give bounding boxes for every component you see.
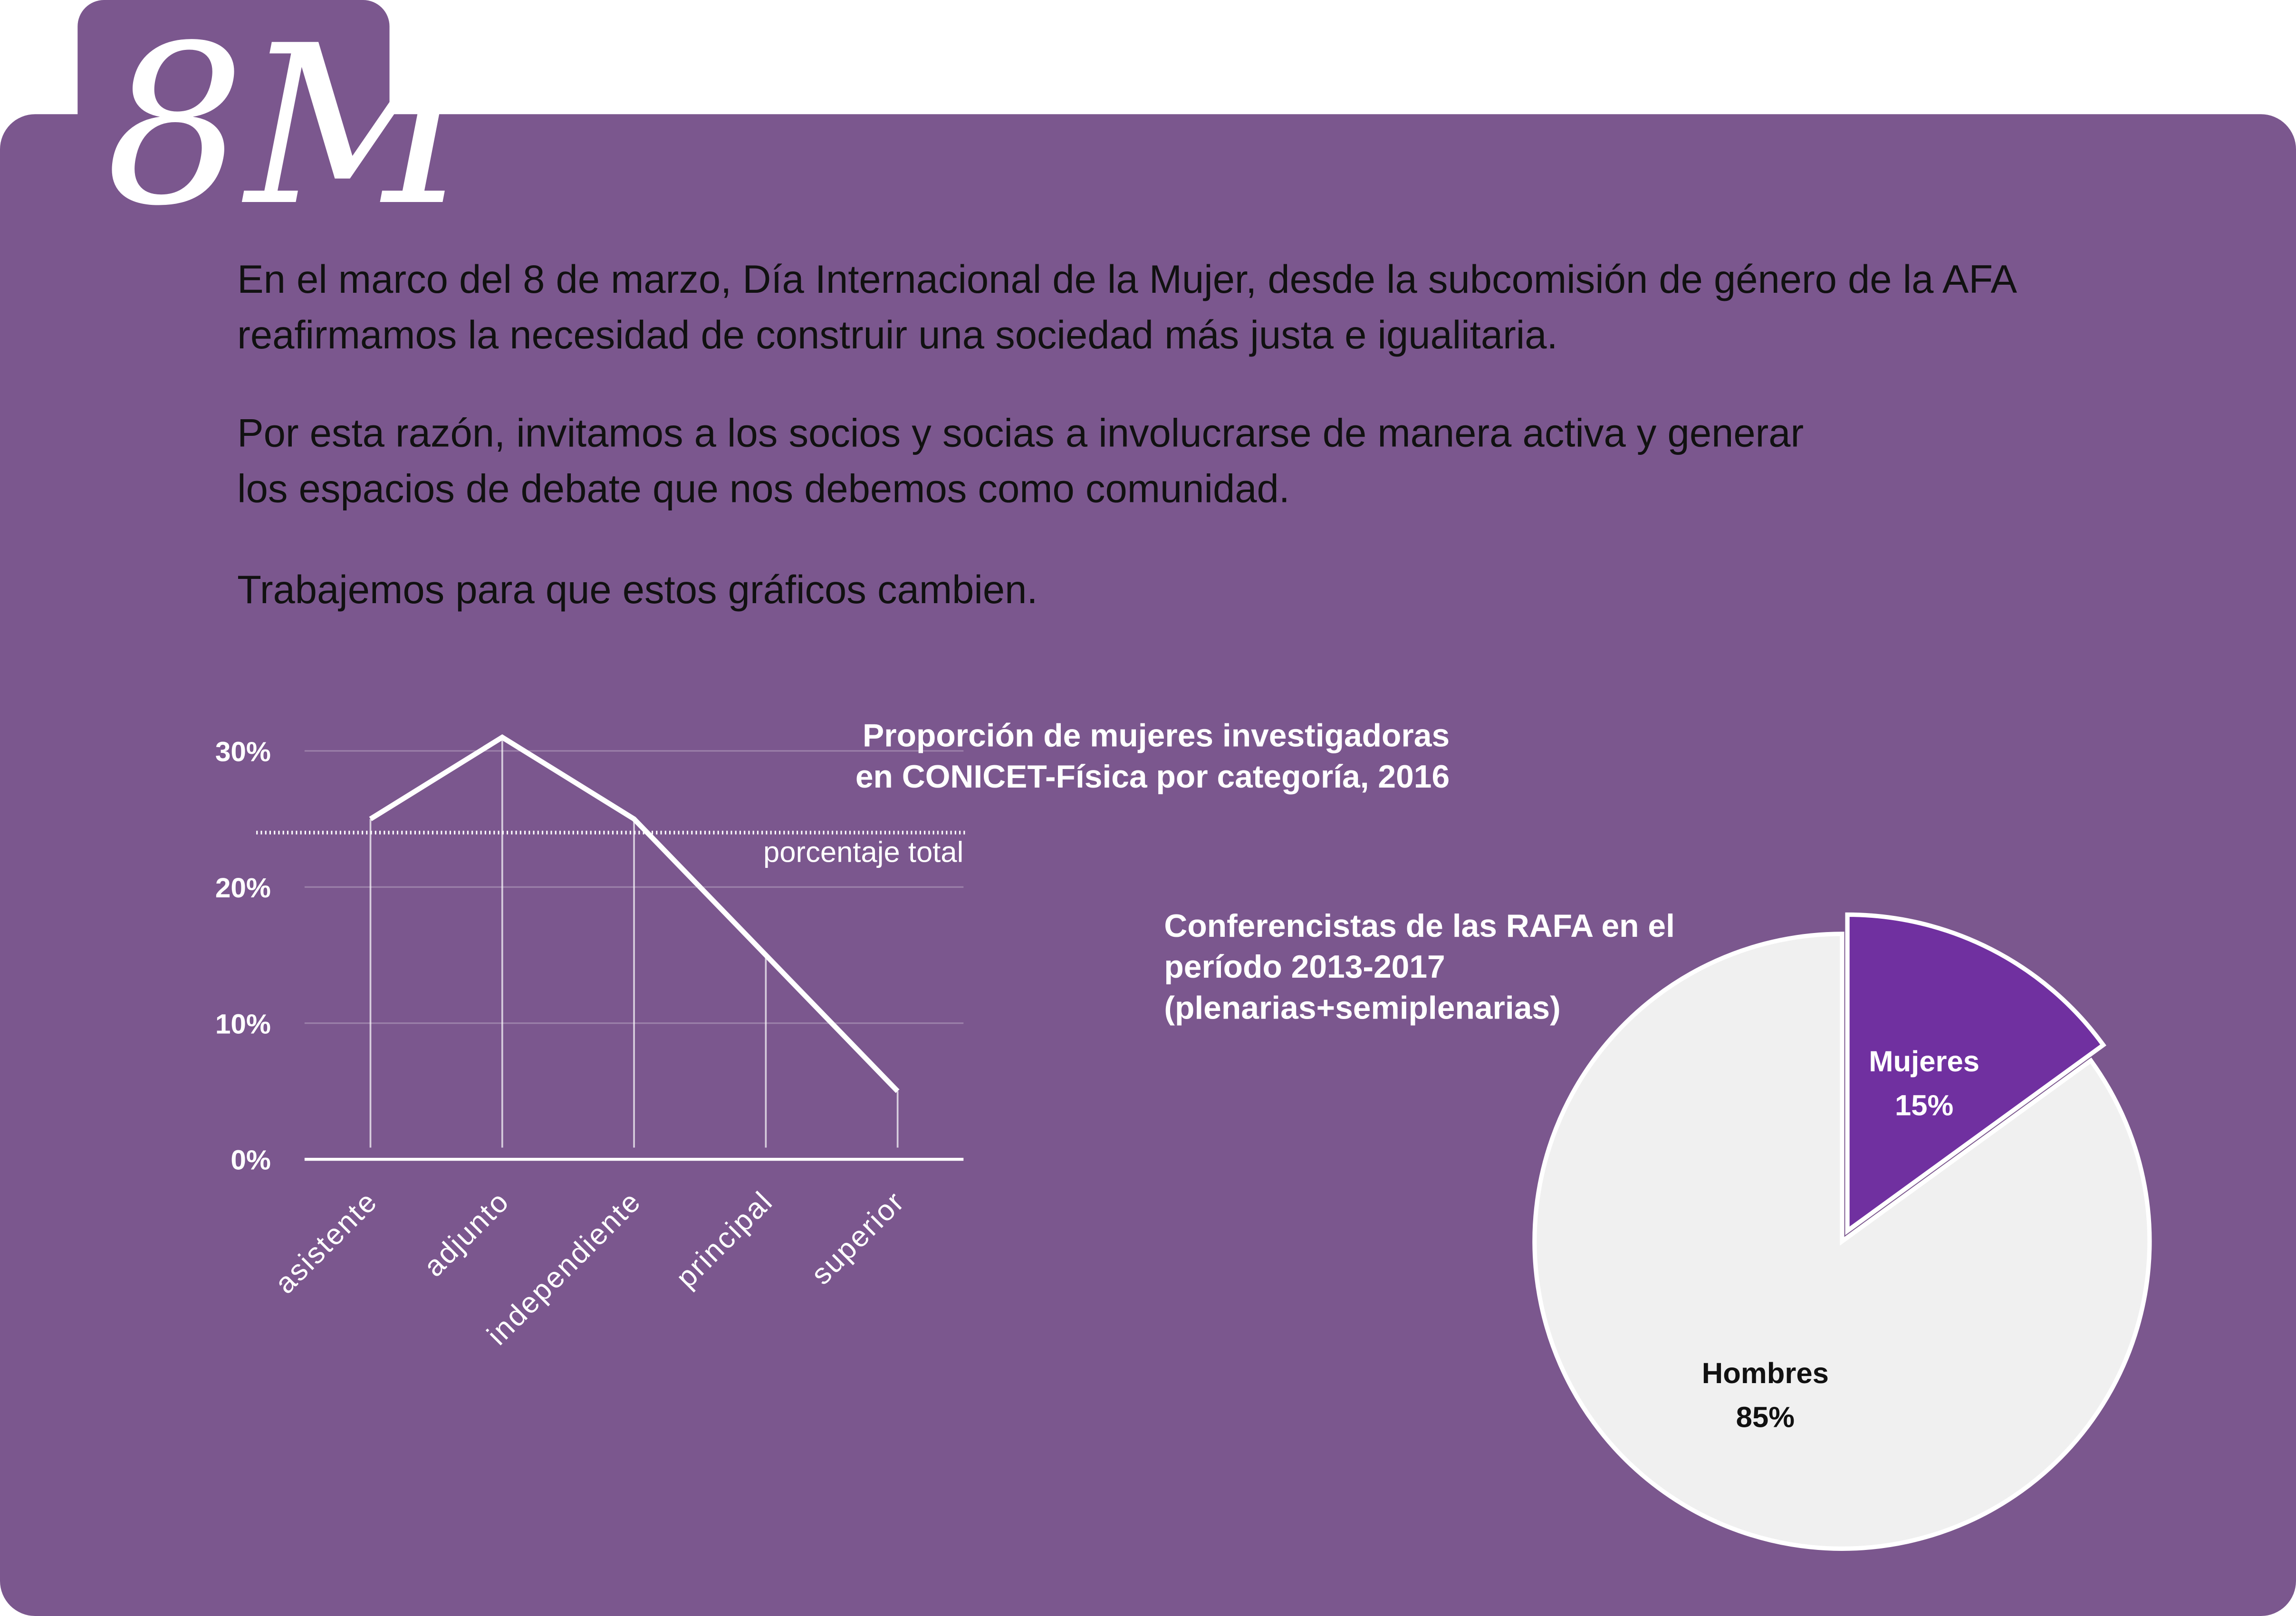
chart-title: (plenarias+semiplenarias) (1164, 990, 1560, 1026)
y-tick-label: 30% (215, 736, 271, 767)
y-tick-label: 0% (231, 1145, 271, 1176)
paragraph-line: los espacios de debate que nos debemos c… (237, 466, 1290, 510)
pie-slice (1845, 912, 2106, 1235)
header-title: 8M (106, 0, 475, 254)
slice-value-label: 15% (1895, 1089, 1953, 1122)
y-tick-label: 10% (215, 1009, 271, 1039)
paragraph-line: Trabajemos para que estos gráficos cambi… (237, 568, 1038, 612)
slice-value-label: 85% (1736, 1401, 1795, 1433)
y-tick-label: 20% (215, 873, 271, 904)
reference-label: porcentaje total (763, 836, 963, 868)
chart-title: período 2013-2017 (1164, 949, 1445, 985)
line-series (369, 734, 900, 1093)
pie-slice (1532, 932, 2152, 1551)
slice-label: Hombres (1702, 1357, 1829, 1390)
chart-title: Proporción de mujeres investigadoras (863, 718, 1450, 754)
paragraph-line: Por esta razón, invitamos a los socios y… (237, 411, 1804, 455)
paragraph-line: En el marco del 8 de marzo, Día Internac… (237, 257, 2017, 301)
chart-title: Conferencistas de las RAFA en el (1164, 908, 1675, 944)
chart-title: en CONICET-Física por categoría, 2016 (855, 759, 1450, 795)
slice-label: Mujeres (1869, 1045, 1979, 1078)
paragraph-line: reafirmamos la necesidad de construir un… (237, 313, 1558, 357)
